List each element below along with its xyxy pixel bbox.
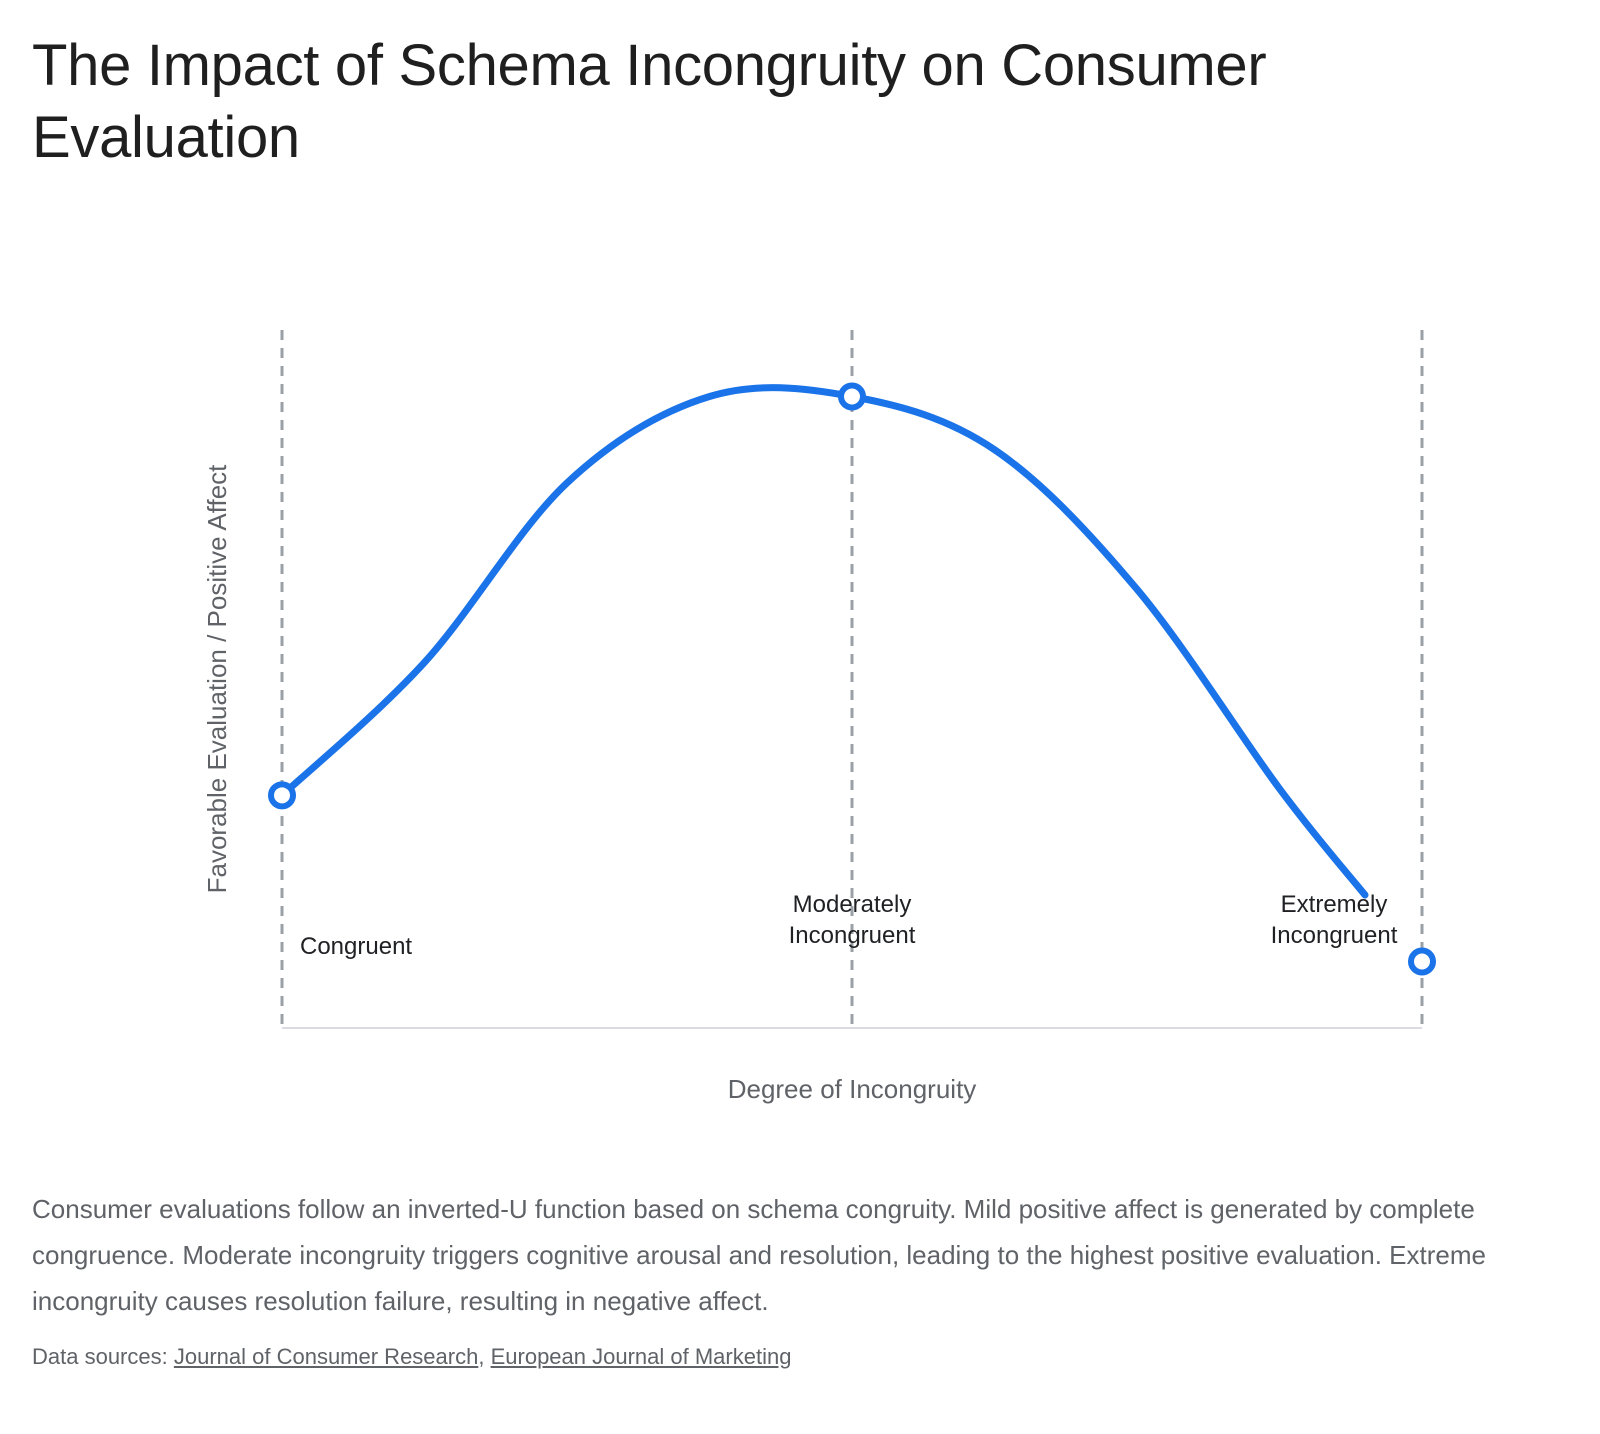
series-line xyxy=(278,384,1369,899)
data-sources: Data sources: Journal of Consumer Resear… xyxy=(32,1342,791,1372)
x-axis-label: Degree of Incongruity xyxy=(728,1074,977,1104)
category-label-extremely-incongruent: Extremely Incongruent xyxy=(1271,891,1398,949)
reference-lines xyxy=(280,330,1424,1028)
source-link-european-journal-of-marketing[interactable]: European Journal of Marketing xyxy=(490,1344,792,1369)
category-label-moderately-incongruent: Moderately Incongruent xyxy=(789,891,916,949)
source-separator: , xyxy=(478,1344,485,1369)
page-title: The Impact of Schema Incongruity on Cons… xyxy=(32,33,1267,170)
key-point-marker-3 xyxy=(1408,947,1436,976)
key-point-marker-1 xyxy=(268,781,296,810)
y-axis-label: Favorable Evaluation / Positive Affect xyxy=(202,464,232,894)
key-point-markers xyxy=(268,382,1436,976)
chart-description: Consumer evaluations follow an inverted-… xyxy=(32,1194,1486,1316)
sources-label: Data sources: xyxy=(32,1344,168,1369)
category-label-congruent: Congruent xyxy=(300,933,412,960)
category-labels: Congruent Moderately Incongruent Extremely I… xyxy=(300,891,1398,960)
key-point-marker-2 xyxy=(838,382,866,411)
source-link-journal-of-consumer-research[interactable]: Journal of Consumer Research xyxy=(173,1344,479,1369)
